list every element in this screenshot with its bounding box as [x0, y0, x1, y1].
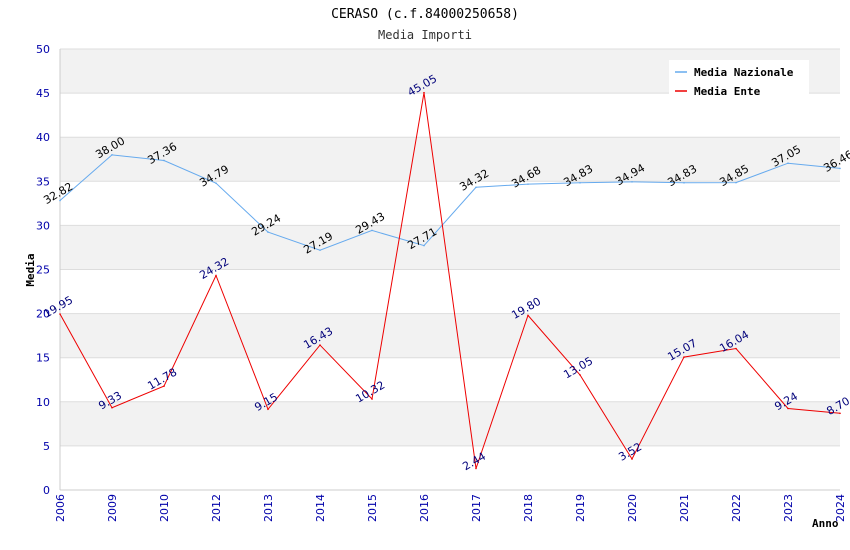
grid-band [60, 181, 840, 226]
data-point [111, 154, 113, 156]
legend-box [669, 60, 809, 98]
grid-band [60, 225, 840, 270]
legend-label: Media Nazionale [694, 66, 794, 79]
y-tick-label: 5 [43, 440, 50, 453]
y-tick-label: 15 [36, 352, 50, 365]
y-tick-label: 20 [36, 308, 50, 321]
data-point [527, 183, 529, 185]
x-tick-label: 2021 [678, 494, 691, 522]
x-tick-label: 2012 [210, 494, 223, 522]
grid-band [60, 313, 840, 358]
y-tick-label: 10 [36, 396, 50, 409]
data-point [371, 398, 373, 400]
data-point [579, 374, 581, 376]
x-tick-label: 2010 [158, 494, 171, 522]
series-line-media-ente [59, 92, 841, 469]
chart-subtitle: Media Importi [378, 28, 472, 42]
data-point [215, 182, 217, 184]
grid-band [60, 93, 840, 138]
data-point [59, 199, 61, 202]
data-point [631, 181, 633, 183]
series-line-media-nazionale [59, 154, 841, 251]
y-tick-label: 35 [36, 175, 50, 188]
grid-band [60, 357, 840, 402]
y-axis-label: Media [24, 253, 37, 286]
data-point [267, 408, 269, 411]
y-tick-label: 25 [36, 264, 50, 277]
data-point [787, 407, 789, 410]
grid-bands [60, 49, 840, 490]
grid-band [60, 445, 840, 490]
x-tick-label: 2019 [574, 494, 587, 522]
x-tick-label: 2015 [366, 494, 379, 522]
data-point [423, 244, 425, 247]
data-point [735, 347, 737, 350]
data-point [319, 344, 321, 346]
x-tick-label: 2009 [106, 494, 119, 522]
x-tick-label: 2016 [418, 494, 431, 522]
y-axis-ticks: 0 5 10 15 20 25 30 35 40 45 50 [36, 43, 50, 497]
data-point [735, 181, 737, 184]
x-tick-label: 2018 [522, 494, 535, 522]
y-tick-label: 50 [36, 43, 50, 56]
x-axis-ticks: 2006 2009 2010 2012 2013 2014 2015 2016 2017 2018… [54, 494, 847, 522]
data-point [215, 274, 217, 277]
axes [59, 49, 840, 491]
series-lines [59, 91, 841, 470]
x-tick-label: 2013 [262, 494, 275, 522]
y-tick-label: 40 [36, 131, 50, 144]
grid-band [60, 401, 840, 446]
x-axis-label: Anno [812, 517, 839, 530]
x-tick-label: 2024 [834, 494, 847, 522]
x-tick-label: 2022 [730, 494, 743, 522]
grid-band [60, 137, 840, 182]
data-point [371, 229, 373, 232]
x-tick-label: 2006 [54, 494, 67, 522]
y-tick-label: 45 [36, 87, 50, 100]
data-point [631, 458, 633, 460]
x-tick-label: 2020 [626, 494, 639, 522]
x-tick-label: 2017 [470, 494, 483, 522]
data-point [527, 314, 529, 317]
data-point [579, 181, 581, 184]
data-point [267, 231, 269, 233]
data-point [59, 313, 61, 315]
data-point [475, 467, 477, 470]
x-tick-label: 2014 [314, 494, 327, 522]
chart-title: CERASO (c.f.84000250658) [331, 7, 519, 22]
data-point [683, 181, 685, 184]
data-point [423, 91, 425, 94]
grid-band [60, 269, 840, 314]
data-point [787, 162, 789, 165]
data-point [475, 186, 477, 189]
x-tick-label: 2023 [782, 494, 795, 522]
data-point [163, 159, 165, 162]
data-point [163, 385, 165, 387]
y-tick-label: 0 [43, 484, 50, 497]
legend-label: Media Ente [694, 85, 761, 98]
data-point [111, 406, 113, 409]
data-point [683, 356, 685, 358]
data-point [839, 412, 841, 415]
data-point [839, 167, 841, 170]
legend: Media Nazionale Media Ente [669, 60, 809, 98]
y-tick-label: 30 [36, 219, 50, 232]
data-point [319, 249, 321, 251]
